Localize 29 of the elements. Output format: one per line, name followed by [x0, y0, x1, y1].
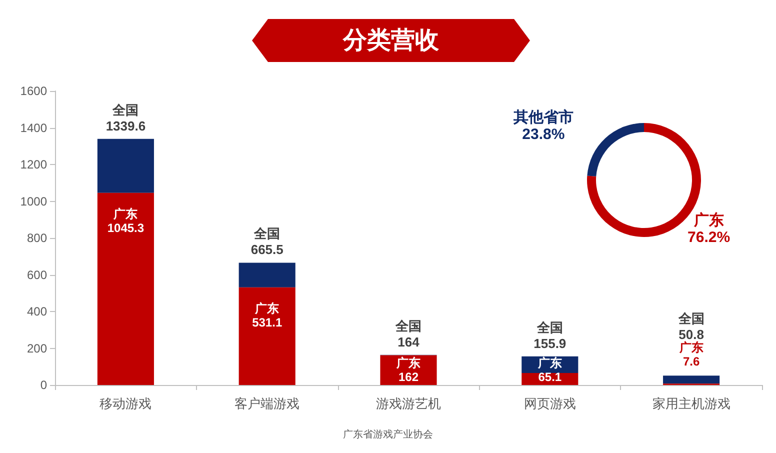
data-label: 23.8%: [522, 126, 565, 143]
total-label: 全国 164: [394, 318, 422, 350]
slice-label: 广东: [692, 211, 724, 230]
y-tick-label: 0: [40, 378, 48, 392]
data-label: 广东 65.1: [536, 356, 562, 384]
x-tick-label: 移动游戏: [100, 396, 152, 411]
total-label: 全国 155.9: [534, 320, 566, 351]
y-tick-label: 1000: [20, 194, 48, 208]
data-label: 76.2%: [688, 229, 730, 246]
data-label: 广东 7.6: [678, 340, 704, 369]
y-tick-label: 1600: [20, 84, 48, 98]
data-label: 广东 531.1: [252, 301, 282, 330]
text: 广东省游戏产业协会: [343, 428, 433, 440]
x-tick-label: 网页游戏: [524, 396, 576, 411]
x-tick-label: 客户端游戏: [234, 396, 300, 411]
y-tick-label: 800: [26, 231, 48, 245]
slice-label: 其他省市: [512, 108, 574, 126]
total-label: 全国 665.5: [250, 226, 284, 258]
data-label: 广东 1045.3: [107, 206, 144, 235]
y-tick-label: 200: [26, 341, 48, 356]
y-tick-label: 1400: [20, 120, 48, 135]
y-tick-label: 1200: [20, 158, 48, 172]
total-label: 全国 1339.6: [106, 102, 146, 134]
x-tick-label: 家用主机游戏: [652, 396, 730, 411]
total-label: 全国 50.8: [677, 311, 704, 342]
y-tick-label: 600: [26, 268, 48, 282]
x-tick-label: 游戏游艺机: [376, 396, 441, 411]
y-tick-label: 400: [26, 304, 48, 318]
data-label: 广东 162: [396, 356, 420, 384]
